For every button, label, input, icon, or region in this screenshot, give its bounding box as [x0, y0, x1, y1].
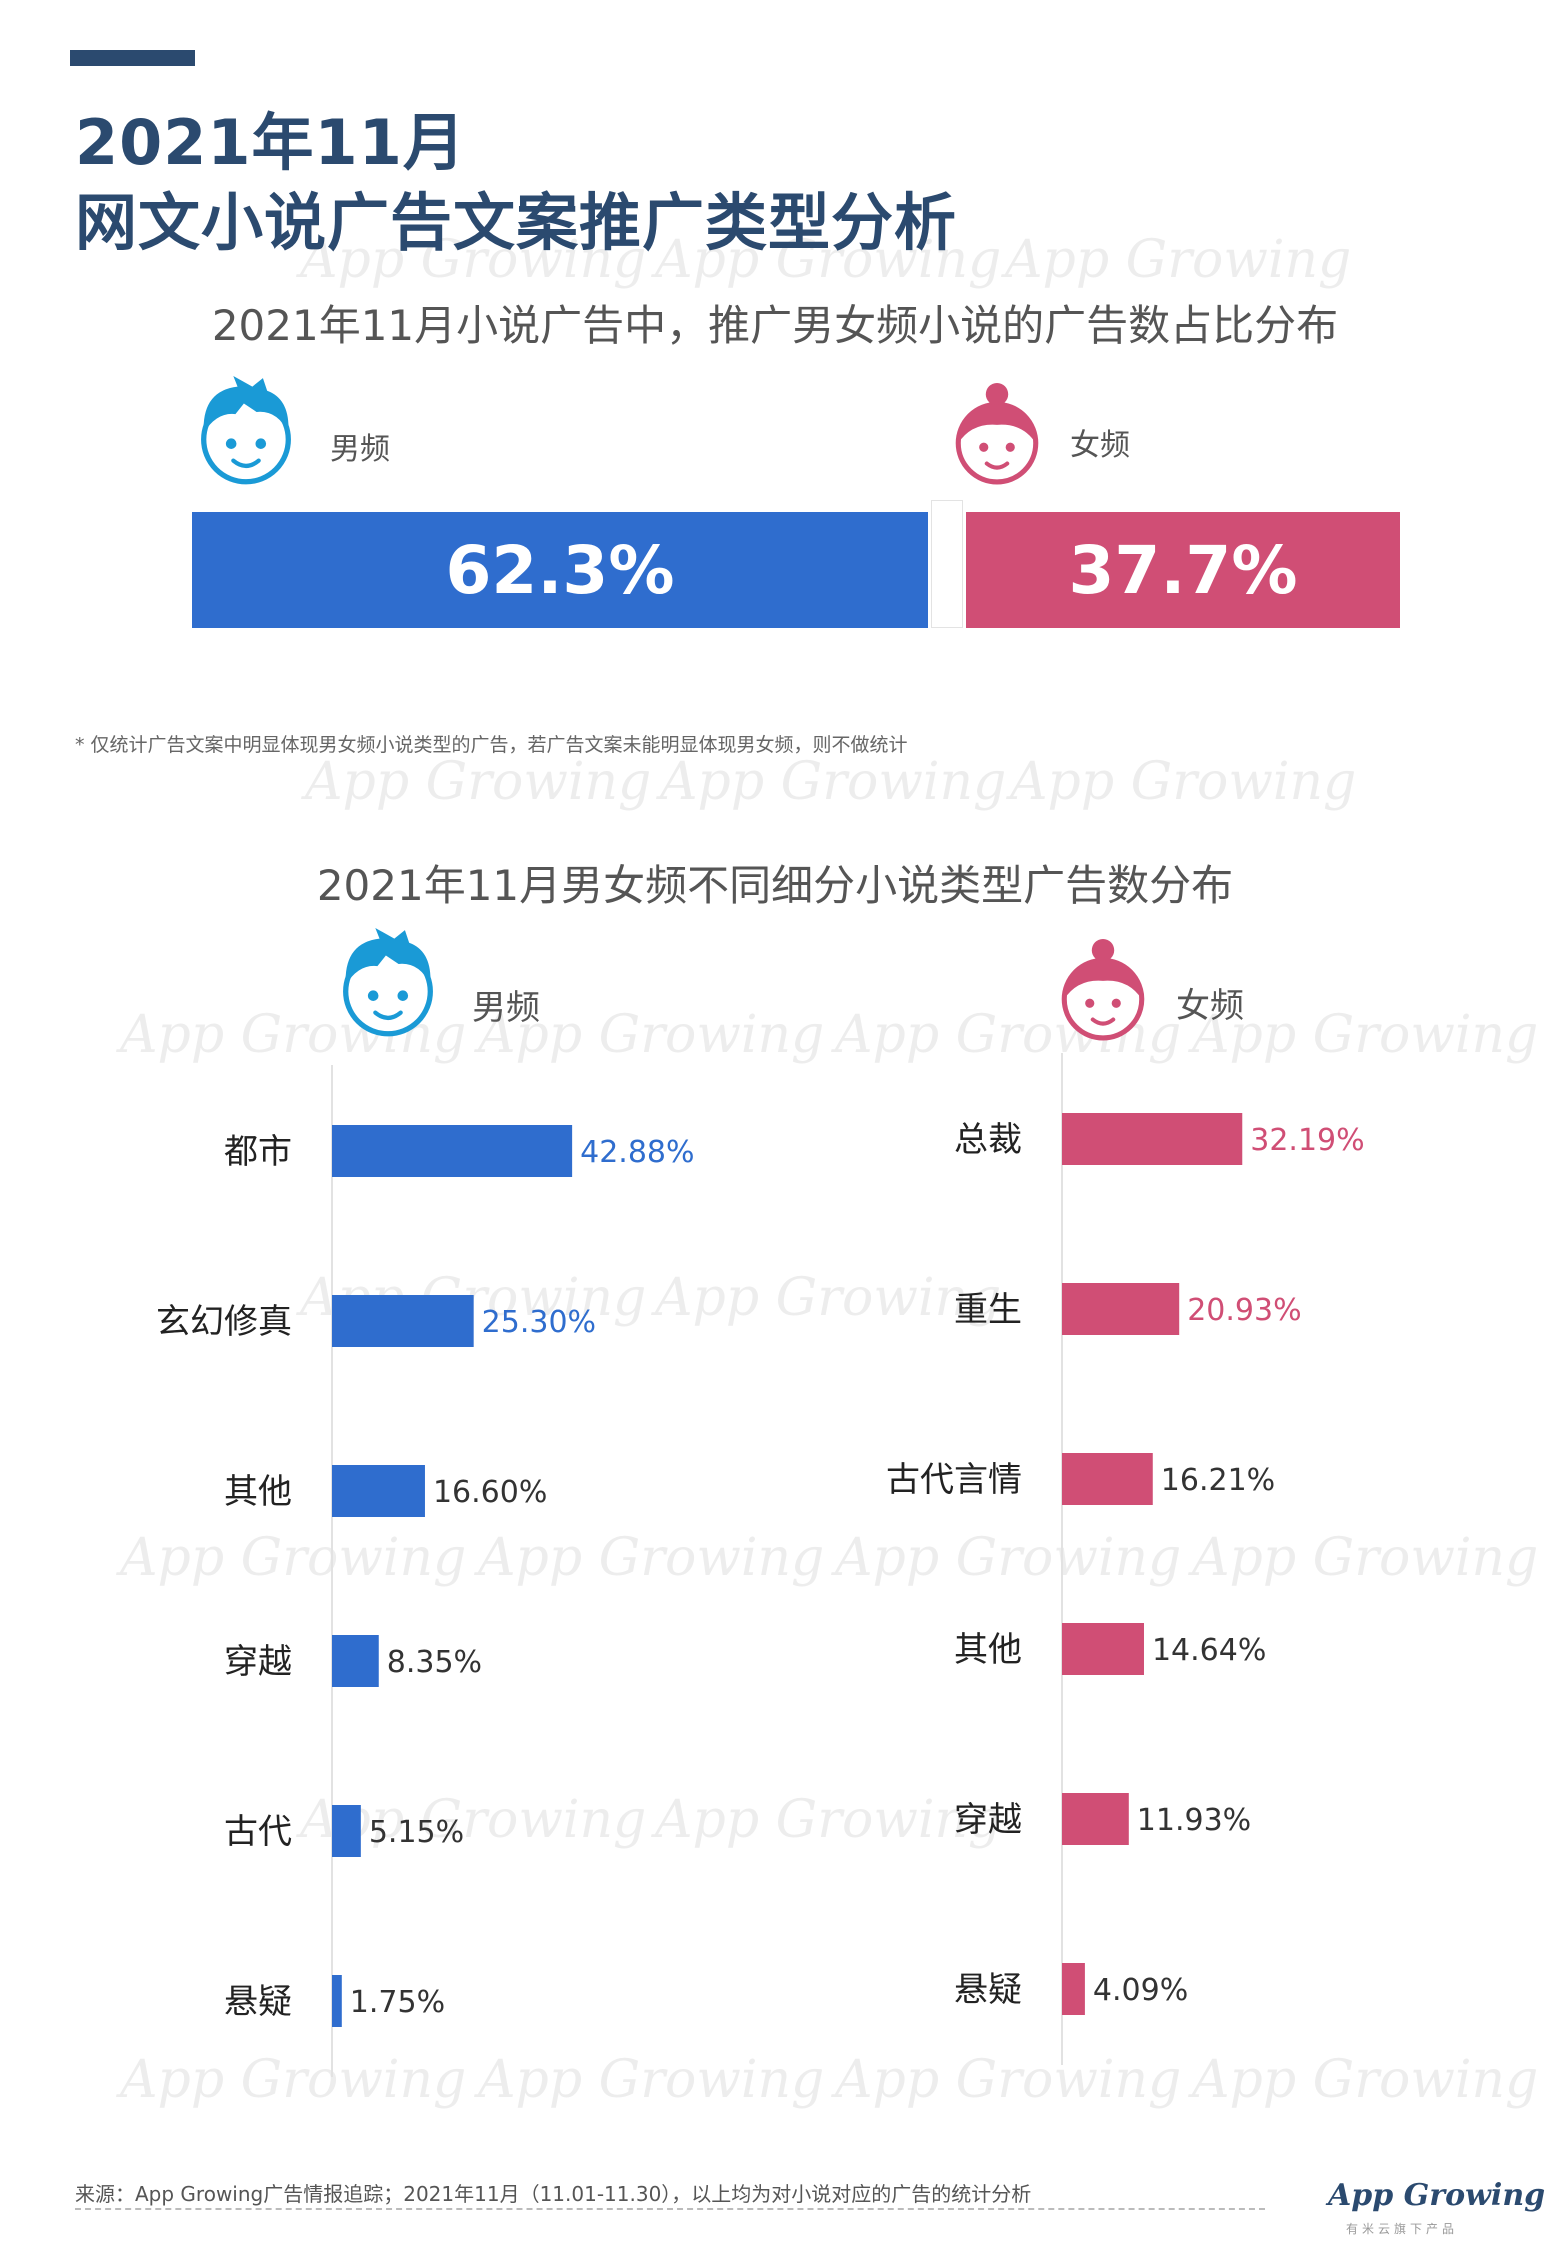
- girl-face-icon: [955, 383, 1039, 485]
- boy-face-icon: [201, 376, 291, 485]
- male-label: 男频: [472, 988, 540, 1028]
- footer-source: 来源：App Growing广告情报追踪；2021年11月（11.01-11.3…: [75, 2182, 1032, 2206]
- female-bar: [1062, 1623, 1144, 1675]
- footer-divider: [75, 2208, 1265, 2210]
- male-value-label: 42.88%: [580, 1135, 694, 1170]
- male-value-label: 25.30%: [482, 1305, 596, 1340]
- male-category-label: 其他: [224, 1472, 292, 1512]
- female-category-label: 重生: [954, 1290, 1022, 1330]
- male-bar: [332, 1805, 361, 1857]
- male-category-label: 悬疑: [224, 1982, 292, 2022]
- brand-subtitle: 有米云旗下产品: [1346, 2222, 1459, 2236]
- male-bar: [332, 1635, 379, 1687]
- female-share-bar: 37.7%: [966, 512, 1400, 628]
- brand-logo: App Growing: [1328, 2178, 1546, 2213]
- footnote: * 仅统计广告文案中明显体现男女频小说类型的广告，若广告文案未能明显体现男女频，…: [75, 734, 908, 756]
- female-label: 女频: [1070, 428, 1130, 463]
- male-value-label: 1.75%: [350, 1985, 445, 2020]
- male-category-label: 玄幻修真: [156, 1302, 292, 1342]
- female-share-value: 37.7%: [1068, 531, 1298, 609]
- male-share-value: 62.3%: [445, 531, 675, 609]
- female-category-label: 总裁: [954, 1120, 1022, 1160]
- female-bar: [1062, 1963, 1085, 2015]
- male-value-label: 5.15%: [369, 1815, 464, 1850]
- title-accent-bar: [70, 50, 195, 66]
- female-category-label: 古代言情: [886, 1460, 1022, 1500]
- female-bar: [1062, 1793, 1129, 1845]
- girl-face-icon: [1061, 939, 1145, 1041]
- male-category-label: 都市: [224, 1132, 292, 1172]
- male-share-bar: 62.3%: [192, 512, 928, 628]
- male-label: 男频: [330, 432, 390, 467]
- male-category-label: 穿越: [224, 1642, 292, 1682]
- male-bar: [332, 1125, 573, 1177]
- section1-title: 2021年11月小说广告中，推广男女频小说的广告数占比分布: [211, 301, 1339, 350]
- female-category-label: 其他: [954, 1630, 1022, 1670]
- female-bar: [1062, 1453, 1153, 1505]
- male-bar: [332, 1465, 425, 1517]
- male-bar: [332, 1295, 474, 1347]
- female-category-label: 穿越: [954, 1800, 1022, 1840]
- male-value-label: 8.35%: [387, 1645, 482, 1680]
- page-title-line1: 2021年11月: [75, 106, 466, 179]
- male-value-label: 16.60%: [433, 1475, 547, 1510]
- female-label: 女频: [1176, 986, 1244, 1026]
- boy-face-icon: [343, 928, 433, 1037]
- male-bar: [332, 1975, 342, 2027]
- female-value-label: 16.21%: [1161, 1463, 1275, 1498]
- female-value-label: 32.19%: [1250, 1123, 1364, 1158]
- female-value-label: 4.09%: [1093, 1973, 1188, 2008]
- section2-title: 2021年11月男女频不同细分小说类型广告数分布: [316, 861, 1234, 910]
- male-category-label: 古代: [224, 1812, 292, 1852]
- female-value-label: 20.93%: [1187, 1293, 1301, 1328]
- female-value-label: 14.64%: [1152, 1633, 1266, 1668]
- female-category-label: 悬疑: [954, 1970, 1022, 2010]
- share-divider: [931, 500, 963, 628]
- female-bar: [1062, 1113, 1243, 1165]
- female-bar: [1062, 1283, 1180, 1335]
- page-title-line2: 网文小说广告文案推广类型分析: [75, 186, 958, 259]
- female-value-label: 11.93%: [1137, 1803, 1251, 1838]
